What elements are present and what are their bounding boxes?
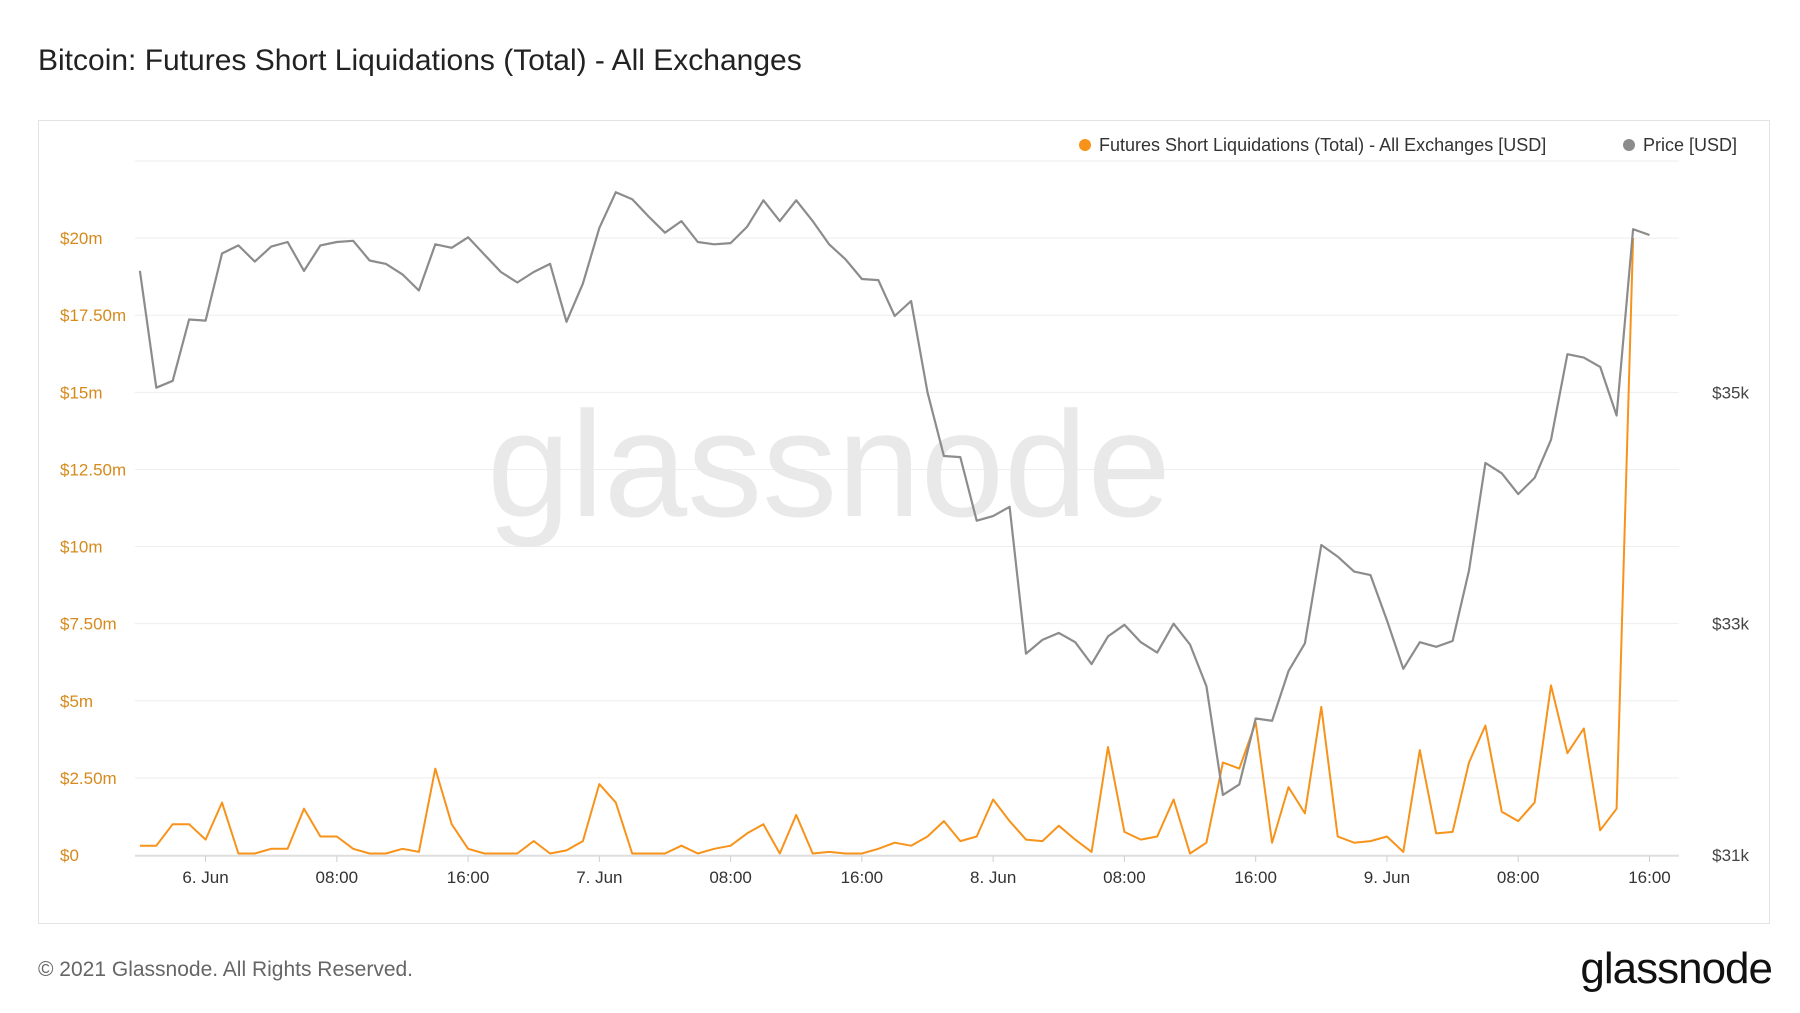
x-axis-tick-label: 16:00 bbox=[1234, 868, 1277, 887]
right-axis-tick-label: $31k bbox=[1712, 846, 1749, 865]
series-line-liquidations[interactable] bbox=[139, 238, 1635, 855]
x-axis-tick-label: 08:00 bbox=[1497, 868, 1540, 887]
copyright-text: © 2021 Glassnode. All Rights Reserved. bbox=[38, 958, 414, 981]
x-axis-tick-label: 08:00 bbox=[316, 868, 359, 887]
left-axis-tick-label: $12.50m bbox=[60, 460, 126, 479]
x-axis-tick-label: 16:00 bbox=[841, 868, 884, 887]
watermark-text: glassnode bbox=[487, 380, 1171, 548]
legend-label-liquidations[interactable]: Futures Short Liquidations (Total) - All… bbox=[1099, 135, 1546, 155]
legend-marker-liquidations bbox=[1079, 139, 1091, 151]
x-axis-tick-label: 8. Jun bbox=[970, 868, 1016, 887]
chart-panel: glassnode $0 $2.50m $5m $7.50m $10m $12.50m $15… bbox=[38, 120, 1770, 924]
left-axis-tick-label: $2.50m bbox=[60, 769, 117, 788]
legend-marker-price bbox=[1623, 139, 1635, 151]
left-axis-tick-label: $17.50m bbox=[60, 306, 126, 325]
left-axis-tick-label: $5m bbox=[60, 692, 93, 711]
left-axis-tick-label: $20m bbox=[60, 229, 103, 248]
right-axis-tick-label: $35k bbox=[1712, 383, 1749, 402]
x-axis-tick-label: 16:00 bbox=[1628, 868, 1671, 887]
glassnode-logo[interactable]: glassnode bbox=[1580, 944, 1773, 993]
page-title: Bitcoin: Futures Short Liquidations (Tot… bbox=[38, 44, 802, 77]
x-axis-tick-label: 08:00 bbox=[1103, 868, 1146, 887]
left-axis-tick-label: $10m bbox=[60, 538, 103, 557]
line-chart[interactable]: glassnode $0 $2.50m $5m $7.50m $10m $12.50m $15… bbox=[39, 121, 1769, 923]
left-axis-tick-label: $7.50m bbox=[60, 615, 117, 634]
right-axis-tick-label: $33k bbox=[1712, 615, 1749, 634]
left-axis-tick-label: $0 bbox=[60, 846, 79, 865]
x-axis-tick-label: 08:00 bbox=[709, 868, 752, 887]
left-axis-tick-label: $15m bbox=[60, 383, 103, 402]
x-axis-tick-label: 16:00 bbox=[447, 868, 490, 887]
x-axis-tick-label: 9. Jun bbox=[1364, 868, 1410, 887]
series-line-price[interactable] bbox=[138, 191, 1650, 797]
x-axis-tick-label: 6. Jun bbox=[182, 868, 228, 887]
legend-label-price[interactable]: Price [USD] bbox=[1643, 135, 1737, 155]
x-axis-tick-label: 7. Jun bbox=[576, 868, 622, 887]
